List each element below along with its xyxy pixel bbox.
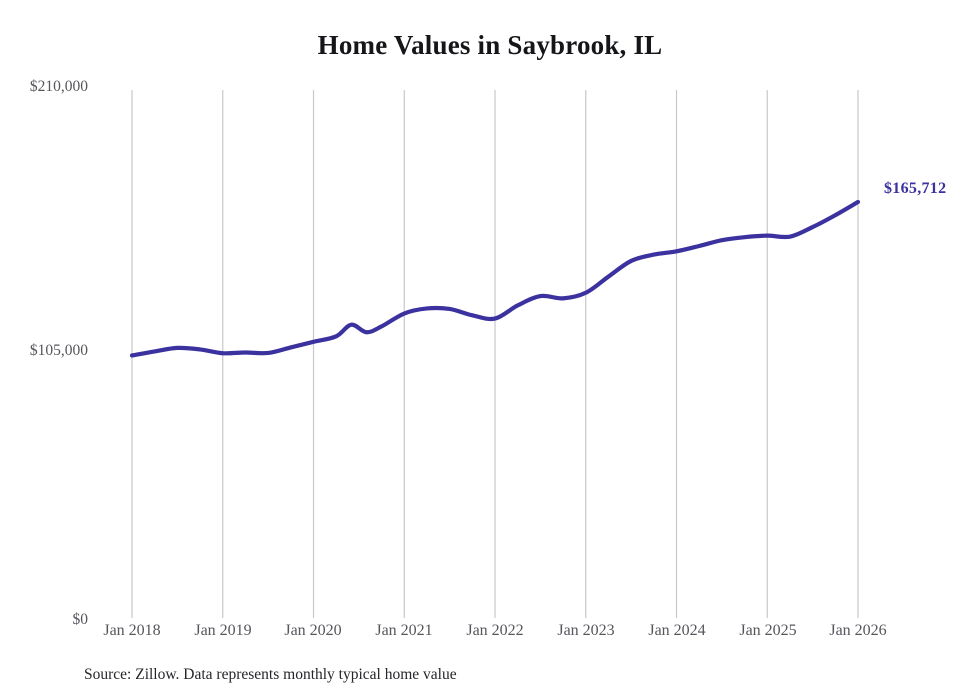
source-note: Source: Zillow. Data represents monthly … xyxy=(84,666,457,683)
y-axis-tick-label-105000: $105,000 xyxy=(29,342,88,359)
x-axis-tick-label-jan-2023: Jan 2023 xyxy=(557,622,615,639)
x-axis-tick-label-jan-2024: Jan 2024 xyxy=(648,622,706,639)
x-axis-tick-label-jan-2026: Jan 2026 xyxy=(829,622,887,639)
x-axis-tick-label-jan-2021: Jan 2021 xyxy=(375,622,433,639)
x-axis-tick-label-jan-2019: Jan 2019 xyxy=(194,622,252,639)
x-axis-tick-label-jan-2020: Jan 2020 xyxy=(284,622,342,639)
y-axis-tick-label-210000: $210,000 xyxy=(29,78,88,95)
page-title: Home Values in Saybrook, IL xyxy=(317,30,663,60)
home-value-line-series xyxy=(129,199,861,358)
x-axis-tick-label-jan-2022: Jan 2022 xyxy=(466,622,524,639)
end-value-annotation: $165,712 xyxy=(884,180,947,197)
x-axis-tick-label-jan-2018: Jan 2018 xyxy=(103,622,161,639)
x-axis-tick-label-jan-2025: Jan 2025 xyxy=(739,622,797,639)
y-axis-tick-label-0: $0 xyxy=(72,611,89,628)
